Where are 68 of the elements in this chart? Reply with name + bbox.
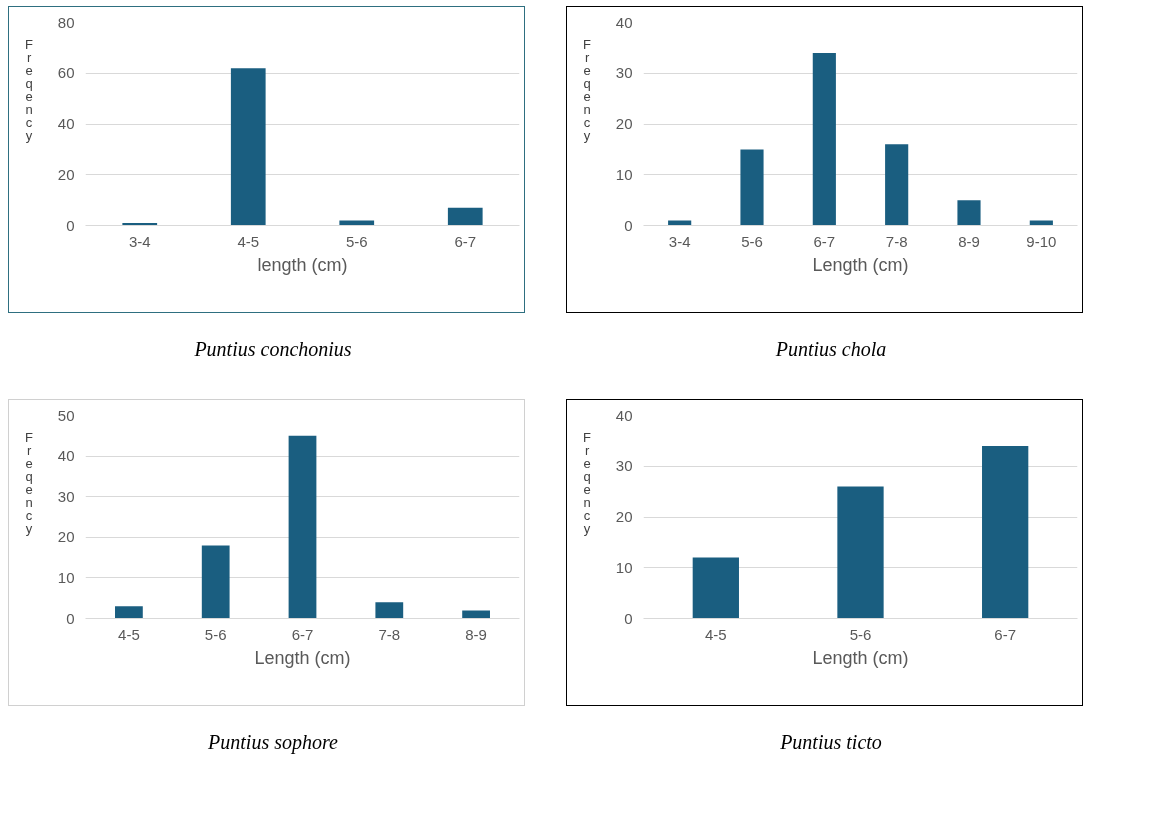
y-tick-label: 10: [57, 568, 75, 586]
x-tick-label: 9-10: [1026, 232, 1057, 250]
y-tick-label: 20: [615, 115, 633, 132]
y-tick-label: 10: [615, 165, 633, 183]
text: Puntius sophore: [208, 729, 338, 756]
x-tick-label: 5-6: [741, 232, 763, 250]
bar: [692, 557, 739, 619]
y-axis-title: Freqency: [578, 37, 596, 141]
y-tick-label: 30: [615, 64, 633, 82]
bar: [1029, 220, 1053, 226]
text: Puntius chola: [775, 337, 887, 362]
y-tick-label: 40: [57, 115, 75, 132]
text: Puntius ticto: [780, 729, 882, 755]
bar: [885, 144, 909, 226]
bar: [837, 486, 884, 619]
x-tick-label: 5-6: [204, 625, 227, 643]
bar: [668, 220, 692, 226]
bar: [115, 605, 143, 619]
bar: [201, 544, 230, 619]
x-tick-label: 7-8: [885, 232, 908, 250]
bar: [462, 609, 490, 619]
x-tick-label: 3-4: [668, 232, 691, 250]
y-axis-title: Freqency: [20, 37, 38, 141]
x-tick-label: 8-9: [465, 625, 487, 643]
y-tick-label: 10: [615, 558, 633, 576]
y-tick-label: 30: [615, 456, 633, 474]
y-tick-label: 50: [57, 406, 75, 424]
bar: [982, 445, 1029, 619]
y-tick-label: 0: [66, 609, 75, 627]
y-tick-label: 30: [57, 487, 75, 505]
y-tick-label: 40: [615, 13, 633, 31]
x-tick-label: 7-8: [378, 625, 401, 643]
y-tick-label: 40: [57, 446, 75, 464]
y-tick-label: 60: [57, 64, 75, 82]
y-tick-label: 20: [57, 165, 75, 183]
x-tick-label: 5-6: [345, 232, 368, 250]
x-tick-label: 6-7: [813, 232, 836, 250]
y-axis-title: Freqency: [20, 429, 38, 534]
x-tick-label: 5-6: [849, 625, 872, 643]
x-tick-label: 4-5: [237, 232, 260, 250]
bar: [447, 207, 483, 226]
y-tick-label: 20: [615, 507, 633, 525]
text: Puntius conchonius: [194, 337, 352, 362]
x-axis-title: length (cm): [257, 254, 348, 275]
x-axis-title: Length (cm): [812, 254, 909, 275]
y-tick-label: 0: [66, 216, 75, 234]
x-tick-label: 4-5: [704, 625, 727, 643]
x-tick-label: 6-7: [454, 232, 477, 250]
x-tick-label: 6-7: [994, 625, 1017, 643]
y-axis-title: Freqency: [578, 429, 596, 534]
y-tick-label: 0: [624, 609, 633, 627]
bar: [740, 149, 764, 226]
x-tick-label: 8-9: [958, 232, 980, 250]
bar: [230, 68, 266, 226]
bar: [812, 52, 836, 226]
x-axis-title: Length (cm): [254, 647, 351, 668]
bar: [375, 601, 404, 619]
bar: [288, 435, 317, 619]
y-tick-label: 40: [615, 406, 633, 424]
x-axis-title: Length (cm): [812, 647, 909, 668]
x-tick-label: 3-4: [128, 232, 151, 250]
y-tick-label: 20: [57, 527, 75, 545]
y-tick-label: 80: [57, 13, 75, 31]
bar: [957, 200, 981, 226]
bar: [339, 220, 375, 226]
y-tick-label: 0: [624, 216, 633, 234]
x-tick-label: 6-7: [291, 625, 314, 643]
x-tick-label: 4-5: [118, 625, 140, 643]
